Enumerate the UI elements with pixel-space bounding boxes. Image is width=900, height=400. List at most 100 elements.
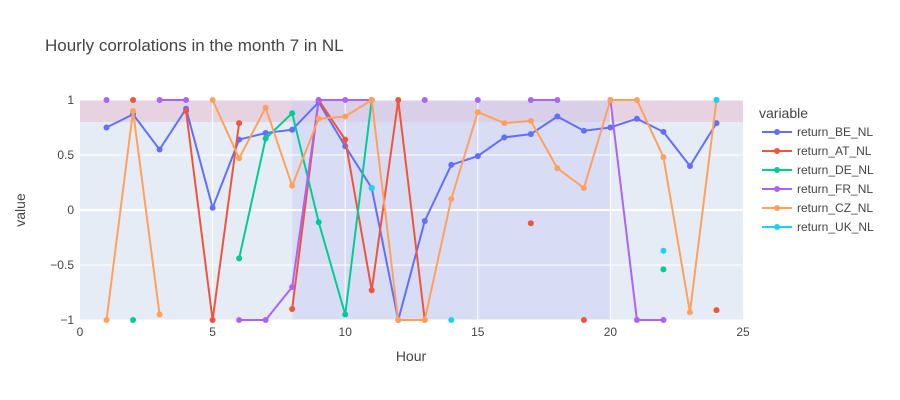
legend[interactable]: variable return_BE_NL return_AT_NL return_… <box>759 105 874 234</box>
data-point[interactable] <box>262 135 269 142</box>
data-point[interactable] <box>660 128 667 135</box>
data-point[interactable] <box>289 284 296 290</box>
data-point[interactable] <box>156 311 163 318</box>
data-point[interactable] <box>262 317 269 323</box>
data-point[interactable] <box>103 317 110 323</box>
data-point[interactable] <box>368 97 375 103</box>
data-point[interactable] <box>315 115 322 122</box>
data-point[interactable] <box>315 97 322 103</box>
data-point[interactable] <box>713 97 720 103</box>
data-point[interactable] <box>580 127 587 134</box>
data-point[interactable] <box>474 109 481 116</box>
data-point[interactable] <box>474 97 481 103</box>
data-point[interactable] <box>686 309 693 316</box>
legend-item-return_UK_NL[interactable]: return_UK_NL <box>762 220 874 234</box>
data-point[interactable] <box>501 120 508 127</box>
data-point[interactable] <box>209 317 216 323</box>
data-point[interactable] <box>262 104 269 111</box>
data-point[interactable] <box>289 126 296 133</box>
data-point[interactable] <box>156 97 163 103</box>
series-return_BE_NL[interactable] <box>103 99 720 323</box>
data-point[interactable] <box>474 153 481 160</box>
y-axis-title: value <box>12 193 28 227</box>
data-point[interactable] <box>368 185 375 191</box>
data-point[interactable] <box>607 124 614 131</box>
data-point[interactable] <box>633 97 640 103</box>
data-point[interactable] <box>130 108 137 114</box>
data-point[interactable] <box>130 97 137 103</box>
data-point[interactable] <box>554 165 561 172</box>
series-return_UK_NL[interactable] <box>368 97 720 323</box>
data-point[interactable] <box>448 196 455 202</box>
data-point[interactable] <box>183 108 190 114</box>
series-line-segment <box>211 99 241 159</box>
data-point[interactable] <box>183 97 190 103</box>
data-point[interactable] <box>421 317 428 323</box>
chart-title: Hourly corrolations in the month 7 in NL <box>45 36 344 55</box>
data-point[interactable] <box>501 134 508 141</box>
data-point[interactable] <box>289 306 296 312</box>
data-point[interactable] <box>130 317 137 323</box>
data-point[interactable] <box>421 218 428 224</box>
data-point[interactable] <box>421 97 428 103</box>
series-return_CZ_NL[interactable] <box>103 97 720 323</box>
data-point[interactable] <box>660 154 667 161</box>
data-point[interactable] <box>580 317 587 323</box>
data-point[interactable] <box>395 317 402 323</box>
y-tick-label: 0.5 <box>57 148 74 162</box>
series-line-segment <box>238 107 267 159</box>
data-point[interactable] <box>633 317 640 323</box>
data-point[interactable] <box>607 97 614 103</box>
legend-item-return_AT_NL[interactable]: return_AT_NL <box>762 144 872 158</box>
data-point[interactable] <box>527 131 534 138</box>
data-point[interactable] <box>554 113 561 120</box>
data-point[interactable] <box>527 220 534 227</box>
legend-item-return_BE_NL[interactable]: return_BE_NL <box>762 125 873 139</box>
series-return_DE_NL[interactable] <box>130 97 720 323</box>
data-point[interactable] <box>527 117 534 124</box>
legend-item-return_FR_NL[interactable]: return_FR_NL <box>762 182 873 196</box>
data-point[interactable] <box>289 110 296 117</box>
data-point[interactable] <box>236 255 243 262</box>
data-point[interactable] <box>554 97 561 103</box>
data-point[interactable] <box>395 97 402 103</box>
data-point[interactable] <box>315 219 322 226</box>
data-point[interactable] <box>448 317 455 323</box>
series-line-segment <box>265 128 293 134</box>
data-point[interactable] <box>713 307 720 314</box>
legend-label: return_DE_NL <box>797 163 874 177</box>
legend-item-return_DE_NL[interactable]: return_DE_NL <box>762 163 874 177</box>
data-point[interactable] <box>660 266 667 273</box>
series-return_FR_NL[interactable] <box>103 97 667 323</box>
data-point[interactable] <box>236 155 243 162</box>
data-point[interactable] <box>686 163 693 169</box>
data-point[interactable] <box>527 97 534 103</box>
series-line-segment <box>662 157 691 313</box>
data-point[interactable] <box>633 115 640 122</box>
series-line-segment <box>504 119 531 125</box>
data-point[interactable] <box>289 182 296 189</box>
series-line-segment <box>530 115 558 135</box>
data-point[interactable] <box>103 97 110 103</box>
data-point[interactable] <box>103 124 110 131</box>
data-point[interactable] <box>580 185 587 191</box>
data-point[interactable] <box>236 120 243 127</box>
data-point[interactable] <box>342 97 349 103</box>
data-point[interactable] <box>342 311 349 318</box>
data-point[interactable] <box>368 287 375 294</box>
data-point[interactable] <box>713 120 720 127</box>
legend-item-return_CZ_NL[interactable]: return_CZ_NL <box>762 201 873 215</box>
data-point[interactable] <box>156 146 163 153</box>
data-point[interactable] <box>660 247 667 254</box>
data-point[interactable] <box>209 204 216 211</box>
data-point[interactable] <box>209 97 216 103</box>
series-line-segment <box>370 99 400 291</box>
x-tick-label: 20 <box>604 325 618 339</box>
data-point[interactable] <box>342 136 349 143</box>
data-point[interactable] <box>342 113 349 120</box>
data-point[interactable] <box>448 161 455 168</box>
data-point[interactable] <box>236 317 243 323</box>
series-line-segment <box>238 132 266 141</box>
data-point[interactable] <box>262 130 269 136</box>
data-point[interactable] <box>660 317 667 323</box>
